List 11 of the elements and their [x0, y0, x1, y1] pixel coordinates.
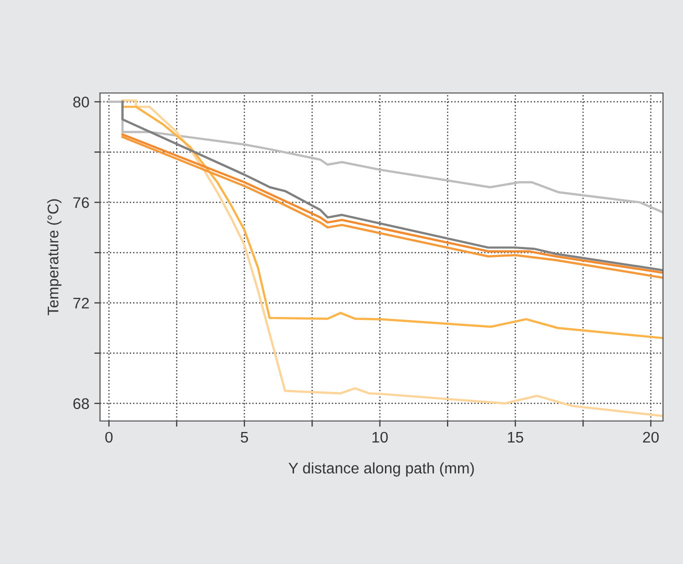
x-tick-label: 15 [508, 432, 524, 443]
x-tick-label: 10 [372, 432, 388, 443]
x-tick-label: 0 [105, 432, 113, 443]
x-tick-label: 20 [643, 432, 659, 443]
x-axis-title: Y distance along path (mm) [288, 462, 474, 477]
y-tick-label: 76 [73, 197, 89, 208]
y-tick-label: 80 [73, 96, 89, 108]
x-tick-label: 5 [240, 432, 248, 443]
y-axis-title: Temperature (°C) [47, 199, 62, 316]
y-tick-label: 72 [73, 298, 89, 308]
y-tick-label: 68 [73, 398, 89, 410]
